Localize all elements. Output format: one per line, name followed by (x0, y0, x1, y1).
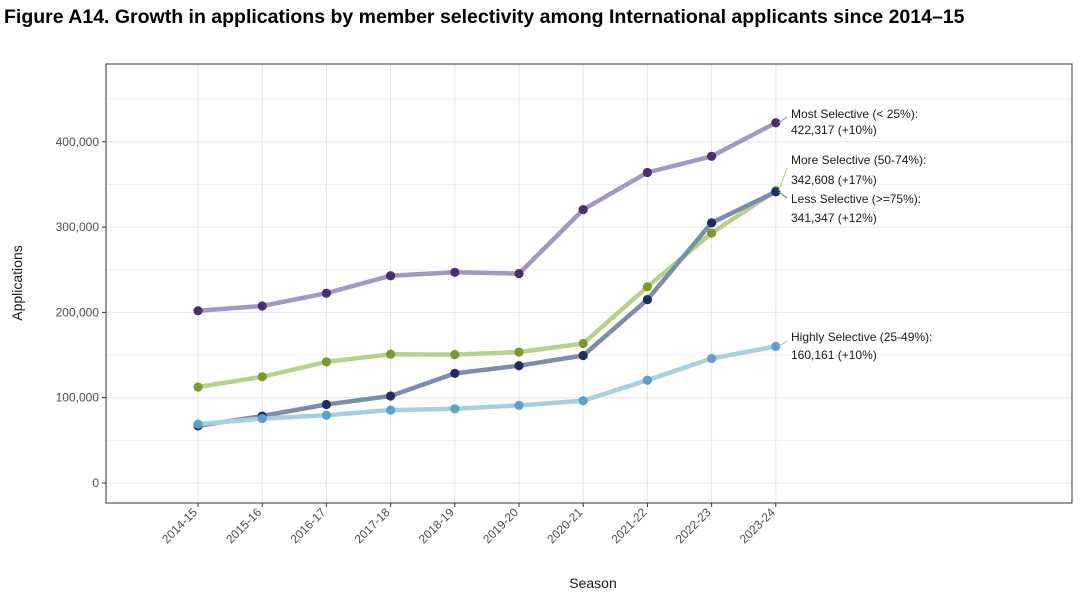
data-point-less (450, 368, 460, 378)
series-annotations: Most Selective (< 25%): 422,317 (+10%) Mor… (778, 107, 932, 362)
grid-minor (106, 98, 1072, 441)
series-lines (195, 120, 779, 429)
data-point-highly (386, 405, 396, 415)
y-tick-label: 0 (92, 476, 99, 490)
annotation-leader-less (778, 191, 788, 199)
annotation-leader-highly (778, 340, 788, 347)
y-tick-label: 300,000 (56, 220, 100, 234)
series-line-highly (195, 344, 779, 427)
data-point-less (707, 218, 717, 228)
x-tick-label: 2022-23 (673, 505, 714, 546)
x-tick-label: 2018-19 (416, 505, 457, 546)
data-point-less (642, 295, 653, 305)
data-point-most (386, 271, 396, 281)
x-tick-label: 2020-21 (544, 505, 585, 546)
annotation-leader-more (778, 167, 788, 191)
data-point-more (450, 350, 460, 360)
data-point-highly (578, 396, 588, 406)
annotation-label-less: Less Selective (>=75%): (791, 192, 921, 206)
data-point-most (771, 118, 781, 128)
series-points (193, 118, 781, 431)
x-tick-label: 2019-20 (480, 505, 521, 546)
data-point-highly (257, 413, 267, 424)
data-point-more (707, 228, 717, 238)
data-point-less (321, 399, 331, 410)
data-point-highly (450, 404, 460, 414)
x-axis-title: Season (569, 575, 616, 591)
data-point-more (642, 282, 653, 292)
annotation-leader-most (778, 116, 788, 124)
data-point-less (578, 350, 588, 361)
x-tick-label: 2014-15 (159, 505, 200, 546)
data-point-highly (642, 375, 653, 385)
x-tick-label: 2023-24 (737, 505, 778, 546)
data-point-most (257, 301, 267, 311)
annotation-value-most: 422,317 (+10%) (791, 123, 877, 137)
figure-title: Figure A14. Growth in applications by me… (4, 6, 965, 28)
y-axis: 0 100,000 200,000 300,000 400,000 (56, 135, 106, 490)
data-point-more (193, 382, 203, 392)
series-line-more (195, 188, 779, 390)
data-point-most (707, 151, 717, 161)
series-line-less (195, 189, 779, 429)
data-point-less (514, 361, 524, 371)
data-point-highly (771, 341, 781, 351)
data-point-more (578, 338, 588, 349)
data-point-highly (321, 410, 331, 420)
x-tick-label: 2017-18 (352, 505, 393, 546)
x-axis: 2014-15 2015-16 2016-17 2017-18 2018-19 2019-… (159, 503, 778, 546)
annotation-value-highly: 160,161 (+10%) (791, 348, 877, 362)
data-point-less (386, 391, 396, 401)
data-point-highly (193, 419, 203, 429)
data-point-highly (514, 400, 524, 410)
y-tick-label: 400,000 (56, 135, 100, 149)
annotation-label-most: Most Selective (< 25%): (791, 107, 918, 121)
x-tick-label: 2015-16 (223, 505, 264, 546)
x-tick-label: 2016-17 (287, 505, 328, 546)
data-point-more (514, 347, 524, 357)
plot-panel-border (105, 63, 1073, 504)
data-point-most (321, 288, 331, 298)
data-point-most (514, 268, 524, 279)
data-point-most (450, 267, 460, 277)
annotation-label-more: More Selective (50-74%): (791, 153, 926, 167)
y-axis-title: Applications (9, 245, 25, 321)
annotation-label-highly: Highly Selective (25-49%): (791, 330, 932, 344)
data-point-more (321, 357, 331, 367)
data-point-more (386, 349, 396, 359)
grid-major (106, 64, 1072, 503)
data-point-less (771, 187, 781, 197)
y-tick-label: 100,000 (56, 391, 100, 405)
series-line-most (195, 120, 779, 313)
data-point-more (257, 372, 267, 382)
data-point-highly (707, 353, 717, 364)
annotation-value-less: 341,347 (+12%) (791, 211, 877, 225)
y-tick-label: 200,000 (56, 305, 100, 319)
data-point-most (193, 306, 203, 316)
data-point-most (578, 205, 588, 215)
annotation-value-more: 342,608 (+17%) (791, 173, 877, 187)
x-tick-label: 2021-22 (608, 505, 649, 546)
data-point-most (642, 167, 653, 178)
